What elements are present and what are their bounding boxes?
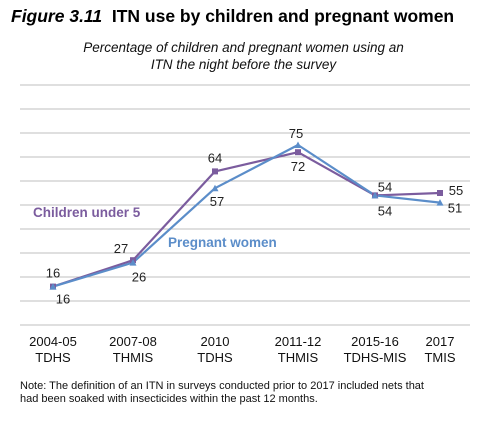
data-point-pregnant [129,259,137,266]
x-tick-label-line-1: 2017 [426,334,455,349]
data-label-children: 72 [291,159,305,174]
x-tick-label-line-1: 2015-16 [351,334,399,349]
figure-title: Figure 3.11 ITN use by children and preg… [11,6,454,27]
data-label-pregnant: 75 [289,126,303,141]
data-label-pregnant: 51 [448,201,462,216]
series-label-children: Children under 5 [33,205,141,220]
x-tick-label-line-2: THMIS [113,350,154,365]
x-tick-label-line-1: 2007-08 [109,334,157,349]
x-tick-label-line-1: 2004-05 [29,334,77,349]
data-label-children: 16 [46,266,60,281]
footnote-line-1: Note: The definition of an ITN in survey… [20,380,424,392]
chart-subtitle: Percentage of children and pregnant wome… [0,39,487,73]
data-point-pregnant [371,191,379,199]
subtitle-line-2: ITN the night before the survey [150,57,337,72]
data-point-children [295,149,301,156]
figure-title-text: ITN use by children and pregnant women [111,6,455,26]
x-tick-label-line-2: TDHS [197,350,233,365]
x-tick-label-line-2: TDHS-MIS [344,350,407,365]
data-point-pregnant [436,199,444,206]
data-point-pregnant [49,283,57,290]
data-label-children: 54 [378,179,392,194]
data-label-pregnant: 26 [132,270,146,285]
data-label-children: 64 [208,150,222,165]
x-tick-label-line-2: TDHS [35,350,71,365]
data-point-children [437,190,443,196]
data-label-pregnant: 57 [210,194,224,209]
data-point-pregnant [294,141,302,148]
x-tick-label-line-2: THMIS [278,350,319,365]
x-tick-label-line-2: TMIS [424,350,455,365]
figure-number: Figure 3.11 [11,6,103,26]
series-line-pregnant [52,143,441,288]
series-label-pregnant: Pregnant women [168,235,277,250]
data-label-children: 55 [449,183,463,198]
data-label-children: 27 [114,241,128,256]
subtitle-line-1: Percentage of children and pregnant wome… [83,40,404,55]
series-line-children [52,151,441,288]
x-tick-label-line-1: 2010 [201,334,230,349]
x-tick-label-line-1: 2011-12 [275,334,322,349]
footnote-line-2: had been soaked with insecticides within… [20,393,318,405]
data-label-pregnant: 54 [378,203,392,218]
footnote: Note: The definition of an ITN in survey… [20,380,480,406]
data-point-pregnant [211,184,219,192]
data-point-children [212,168,218,175]
data-label-pregnant: 16 [56,292,70,307]
